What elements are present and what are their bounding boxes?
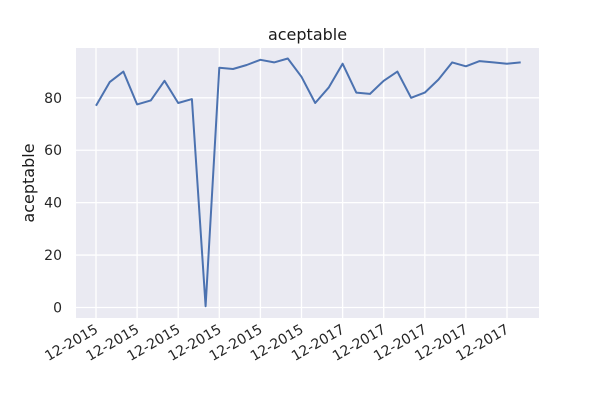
grid: [76, 48, 539, 318]
y-tick-label: 60: [44, 143, 62, 159]
series-line: [95, 57, 521, 308]
y-tick-label: 80: [44, 91, 62, 107]
x-axis-ticks: 12-201512-201512-201512-201512-201512-20…: [42, 322, 512, 365]
y-tick-label: 0: [53, 301, 62, 317]
plot-background: [76, 48, 539, 318]
chart-title: aceptable: [268, 25, 347, 44]
y-axis-ticks: 0 20 40 60 80: [44, 91, 62, 317]
series-line-layer: [95, 57, 521, 308]
y-axis-title: aceptable: [19, 143, 38, 222]
y-tick-label: 20: [44, 248, 62, 264]
y-tick-label: 40: [44, 196, 62, 212]
